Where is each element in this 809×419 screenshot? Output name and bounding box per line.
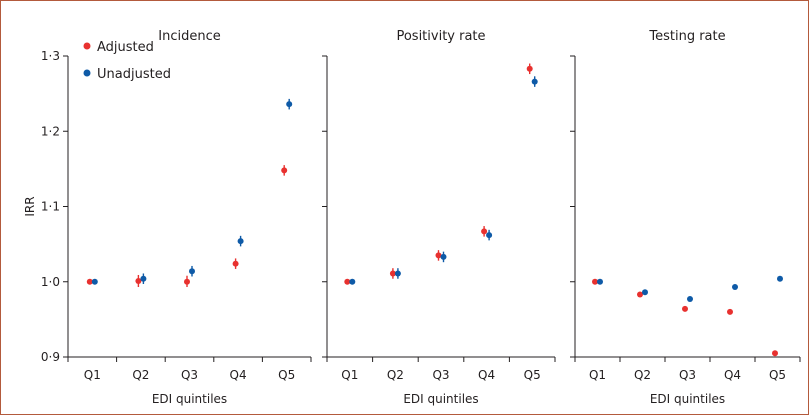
legend-marker-adjusted <box>83 42 91 50</box>
data-point <box>435 252 442 259</box>
data-point <box>281 167 288 174</box>
data-point <box>481 228 488 235</box>
x-tick-label: Q4 <box>478 368 495 382</box>
data-point <box>777 275 783 282</box>
data-point <box>727 308 733 315</box>
y-axis-label: IRR <box>23 196 37 216</box>
y-tick-label: 0·9 <box>41 350 60 364</box>
panel-2: Positivity rate Q1 Q2 Q3 Q4 Q5 EDI quintiles <box>322 29 556 406</box>
series-unadjusted <box>91 98 293 285</box>
y-tick-label: 1·2 <box>41 124 60 138</box>
x-tick-label: Q2 <box>634 368 651 382</box>
x-axis-label: EDI quintiles <box>403 392 478 406</box>
data-point <box>349 278 356 285</box>
data-point <box>637 291 643 298</box>
panel-3: Testing rate Q1 Q2 Q3 Q4 Q5 EDI quintiles <box>570 29 801 406</box>
y-tick-label: 1·1 <box>41 200 60 214</box>
data-point <box>732 284 738 291</box>
x-axis-label: EDI quintiles <box>650 392 725 406</box>
legend-label-adjusted: Adjusted <box>97 40 154 55</box>
data-point <box>394 270 401 277</box>
data-point <box>189 268 195 275</box>
x-axis-label: EDI quintiles <box>152 392 227 406</box>
panel-1: Incidence 0·9 1·0 1·1 1·2 1·3 Q1 Q2 Q3 Q4 Q5 EDI qu… <box>41 29 312 406</box>
panel-title: Testing rate <box>648 29 725 44</box>
data-point <box>140 275 147 282</box>
data-point <box>344 278 351 285</box>
legend: Adjusted Unadjusted <box>83 40 171 82</box>
x-tick-label: Q2 <box>132 368 149 382</box>
x-tick-label: Q5 <box>524 368 541 382</box>
x-tick-label: Q1 <box>341 368 358 382</box>
x-tick-label: Q4 <box>230 368 247 382</box>
data-point <box>486 232 493 239</box>
x-tick-label: Q1 <box>84 368 101 382</box>
panels: Incidence 0·9 1·0 1·1 1·2 1·3 Q1 Q2 Q3 Q4 Q5 EDI qu… <box>23 29 801 406</box>
series-adjusted <box>86 165 288 288</box>
x-tick-label: Q5 <box>769 368 786 382</box>
data-point <box>682 305 688 312</box>
legend-marker-unadjusted <box>83 69 91 77</box>
x-tick-label: Q5 <box>278 368 295 382</box>
x-tick-label: Q3 <box>679 368 696 382</box>
legend-label-unadjusted: Unadjusted <box>97 67 171 82</box>
data-point <box>389 270 396 277</box>
series-unadjusted <box>349 76 538 285</box>
series-adjusted <box>592 278 778 357</box>
data-point <box>237 238 244 245</box>
y-tick-label: 1·0 <box>41 275 60 289</box>
x-tick-label: Q3 <box>181 368 198 382</box>
x-tick-label: Q4 <box>724 368 741 382</box>
data-point <box>91 278 98 285</box>
x-tick-label: Q1 <box>589 368 606 382</box>
panel-title: Positivity rate <box>396 29 485 44</box>
data-point <box>597 278 603 285</box>
series-adjusted <box>344 63 533 285</box>
data-point <box>642 289 648 296</box>
x-tick-label: Q3 <box>432 368 449 382</box>
data-point <box>135 277 142 284</box>
data-point <box>184 278 190 285</box>
series-unadjusted <box>597 275 783 303</box>
data-point <box>772 350 778 357</box>
data-point <box>592 278 598 285</box>
data-point <box>86 278 93 285</box>
y-tick-label: 1·3 <box>41 49 60 63</box>
data-point <box>232 260 239 267</box>
data-point <box>687 296 693 303</box>
data-point <box>526 65 533 72</box>
data-point <box>286 101 293 108</box>
data-point <box>531 78 538 85</box>
x-tick-label: Q2 <box>387 368 404 382</box>
data-point <box>440 253 447 260</box>
panel-title: Incidence <box>158 29 220 44</box>
